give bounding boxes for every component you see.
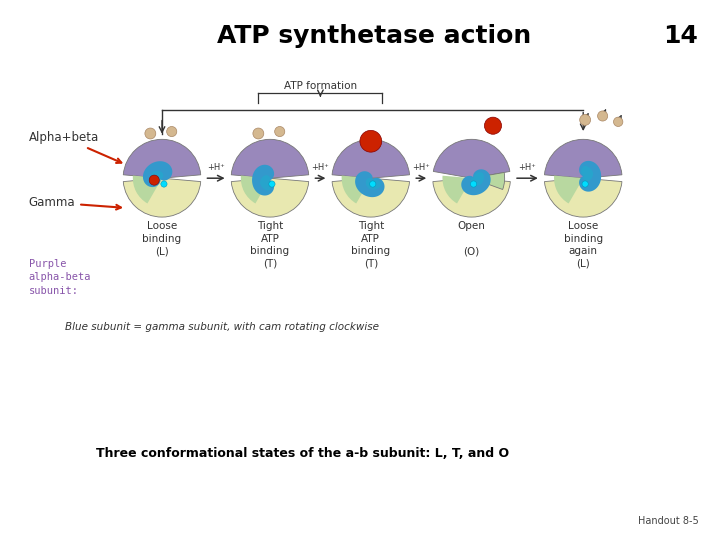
Text: Loose
binding
(L): Loose binding (L) [143, 221, 181, 256]
Circle shape [269, 181, 275, 187]
Text: ATP formation: ATP formation [284, 80, 357, 91]
Polygon shape [470, 172, 484, 186]
Circle shape [360, 130, 382, 152]
Wedge shape [133, 176, 162, 204]
Circle shape [470, 181, 477, 187]
Text: ATP synthetase action: ATP synthetase action [217, 24, 531, 48]
Text: Purple
alpha-beta
subunit:: Purple alpha-beta subunit: [29, 259, 91, 295]
Wedge shape [123, 139, 201, 178]
Polygon shape [150, 171, 163, 184]
Circle shape [253, 128, 264, 139]
Polygon shape [355, 171, 384, 197]
Wedge shape [433, 178, 510, 217]
Polygon shape [581, 166, 593, 181]
Circle shape [369, 181, 376, 187]
Polygon shape [366, 178, 381, 190]
Wedge shape [443, 176, 472, 204]
Text: +H⁺: +H⁺ [518, 163, 536, 172]
Wedge shape [123, 178, 201, 217]
Wedge shape [332, 139, 410, 178]
Text: Tight
ATP
binding
(T): Tight ATP binding (T) [351, 221, 390, 268]
Polygon shape [260, 175, 272, 191]
Text: Blue subunit = gamma subunit, with cam rotating clockwise: Blue subunit = gamma subunit, with cam r… [65, 322, 379, 332]
Wedge shape [231, 178, 309, 217]
Text: Open

(O): Open (O) [458, 221, 485, 256]
Wedge shape [342, 176, 371, 204]
Circle shape [582, 181, 588, 187]
Wedge shape [241, 176, 270, 204]
Text: Loose
binding
again
(L): Loose binding again (L) [564, 221, 603, 268]
Wedge shape [544, 178, 622, 217]
Wedge shape [433, 139, 510, 178]
Circle shape [149, 175, 159, 185]
Polygon shape [579, 161, 601, 192]
Text: +H⁺: +H⁺ [413, 163, 430, 172]
Polygon shape [252, 165, 274, 195]
Circle shape [161, 181, 167, 187]
Polygon shape [143, 161, 172, 187]
Text: +H⁺: +H⁺ [312, 163, 329, 172]
Wedge shape [231, 139, 309, 178]
Text: Alpha+beta: Alpha+beta [29, 131, 121, 163]
Text: +H⁺: +H⁺ [207, 163, 225, 172]
Circle shape [166, 126, 177, 137]
Wedge shape [544, 139, 622, 178]
Polygon shape [462, 169, 490, 195]
Circle shape [613, 117, 623, 126]
Wedge shape [332, 178, 410, 217]
Wedge shape [472, 172, 505, 190]
Text: 14: 14 [664, 24, 698, 48]
Circle shape [598, 111, 608, 121]
Text: Tight
ATP
binding
(T): Tight ATP binding (T) [251, 221, 289, 268]
Wedge shape [554, 176, 583, 204]
Circle shape [580, 114, 590, 125]
Circle shape [485, 117, 502, 134]
Text: Three conformational states of the a-b subunit: L, T, and O: Three conformational states of the a-b s… [96, 447, 509, 460]
Circle shape [274, 126, 285, 137]
Circle shape [145, 128, 156, 139]
Text: Gamma: Gamma [29, 196, 121, 210]
Text: Handout 8-5: Handout 8-5 [638, 516, 698, 526]
